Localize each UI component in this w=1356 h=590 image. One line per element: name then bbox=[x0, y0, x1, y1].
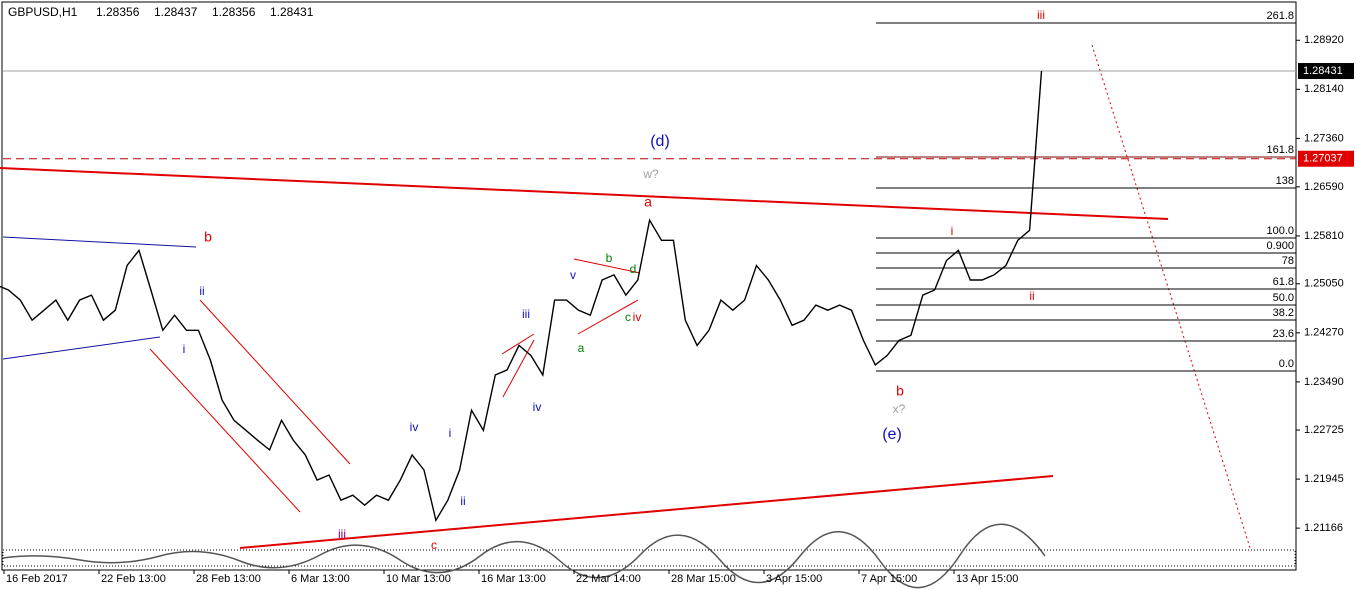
fib-label: 100.0 bbox=[1266, 225, 1294, 237]
fib-label: 50.0 bbox=[1273, 292, 1294, 304]
y-tick-label: 1.25050 bbox=[1304, 278, 1344, 290]
wave-label: iv bbox=[410, 420, 419, 434]
drawings bbox=[0, 44, 1296, 589]
channel-line bbox=[149, 348, 301, 513]
x-tick-label: 16 Mar 13:00 bbox=[481, 573, 546, 585]
wave-label: (e) bbox=[882, 426, 902, 443]
wave-label: v bbox=[570, 268, 576, 282]
wave-label: iii bbox=[1037, 8, 1045, 22]
fib-label: 78 bbox=[1282, 255, 1294, 267]
x-tick-label: 28 Mar 15:00 bbox=[671, 573, 736, 585]
current-price-badge bbox=[1298, 63, 1354, 80]
channel-line bbox=[199, 299, 351, 465]
wave-label: iii bbox=[338, 527, 346, 541]
x-tick-label: 10 Mar 13:00 bbox=[386, 573, 451, 585]
indicator-panel bbox=[2, 549, 1296, 567]
y-tick-label: 1.28920 bbox=[1304, 34, 1344, 46]
fib-label: 23.6 bbox=[1273, 328, 1294, 340]
trend-line bbox=[2, 336, 161, 360]
y-tick-label: 1.26590 bbox=[1304, 181, 1344, 193]
y-tick-label: 1.21166 bbox=[1304, 522, 1343, 534]
y-tick-label: 1.27360 bbox=[1304, 132, 1344, 144]
y-tick-label: 1.22725 bbox=[1304, 424, 1344, 436]
fib-label: 161.8 bbox=[1266, 144, 1294, 156]
wave-label: ii bbox=[1029, 289, 1034, 303]
fib-label: 61.8 bbox=[1273, 276, 1294, 288]
wave-label: iv bbox=[533, 400, 542, 414]
x-tick-label: 6 Mar 13:00 bbox=[291, 573, 350, 585]
trend-line bbox=[239, 475, 1054, 549]
y-tick-label: 1.21945 bbox=[1304, 473, 1344, 485]
wave-label: c bbox=[625, 310, 631, 324]
y-tick-label: 1.23490 bbox=[1304, 376, 1344, 388]
y-tick-label: 1.28140 bbox=[1304, 83, 1344, 95]
wave-label: c bbox=[431, 538, 437, 552]
y-tick-label: 1.24270 bbox=[1304, 327, 1344, 339]
x-tick-label: 7 Apr 15:00 bbox=[861, 573, 917, 585]
wave-label: ii bbox=[199, 284, 204, 298]
x-tick-label: 22 Mar 14:00 bbox=[576, 573, 641, 585]
wave-label: a bbox=[578, 341, 585, 355]
wave-label: a bbox=[644, 194, 652, 210]
level-price-label: 1.27037 bbox=[1303, 153, 1343, 165]
x-tick-label: 28 Feb 13:00 bbox=[196, 573, 261, 585]
indicator-line bbox=[2, 523, 1046, 589]
fib-label: 0.900 bbox=[1266, 240, 1294, 252]
current-price-label: 1.28431 bbox=[1303, 65, 1343, 77]
price-line bbox=[0, 70, 1043, 523]
symbol-title: GBPUSD,H1 bbox=[8, 5, 78, 19]
wave-label: w? bbox=[642, 167, 659, 181]
wave-label: iii bbox=[522, 307, 530, 321]
fib-label: 261.8 bbox=[1266, 10, 1294, 22]
ohlc-value: 1.28356 bbox=[212, 5, 256, 19]
wedge-line bbox=[502, 339, 535, 398]
ohlc-value: 1.28431 bbox=[270, 5, 314, 19]
wave-label: b bbox=[204, 229, 212, 245]
wave-label: i bbox=[449, 426, 452, 440]
wave-label: b bbox=[606, 251, 613, 265]
y-tick-label: 1.25810 bbox=[1304, 230, 1344, 242]
fib-label: 0.0 bbox=[1279, 358, 1294, 370]
wave-label: i bbox=[951, 224, 954, 238]
plot-frame bbox=[1, 1, 1297, 571]
trend-line bbox=[2, 236, 197, 248]
wedge-line bbox=[573, 258, 641, 274]
wave-label: d bbox=[630, 262, 637, 276]
wave-label: i bbox=[183, 342, 186, 356]
fib-label: 138 bbox=[1276, 175, 1294, 187]
x-tick-label: 13 Apr 15:00 bbox=[956, 573, 1018, 585]
fib-label: 38.2 bbox=[1273, 307, 1294, 319]
wave-label: iv bbox=[633, 310, 642, 324]
ohlc-value: 1.28356 bbox=[96, 5, 140, 19]
wave-label: x? bbox=[893, 402, 906, 416]
x-tick-label: 22 Feb 13:00 bbox=[101, 573, 166, 585]
wave-label: b bbox=[896, 383, 904, 399]
wave-label: (d) bbox=[650, 133, 670, 150]
ohlc-value: 1.28437 bbox=[154, 5, 198, 19]
x-tick-label: 16 Feb 2017 bbox=[6, 573, 68, 585]
trend-line bbox=[0, 167, 1169, 220]
level-price-badge bbox=[1298, 150, 1354, 167]
wedge-line bbox=[577, 299, 639, 335]
wave-label: ii bbox=[460, 494, 465, 508]
x-tick-label: 3 Apr 15:00 bbox=[766, 573, 822, 585]
wedge-line bbox=[501, 333, 535, 355]
